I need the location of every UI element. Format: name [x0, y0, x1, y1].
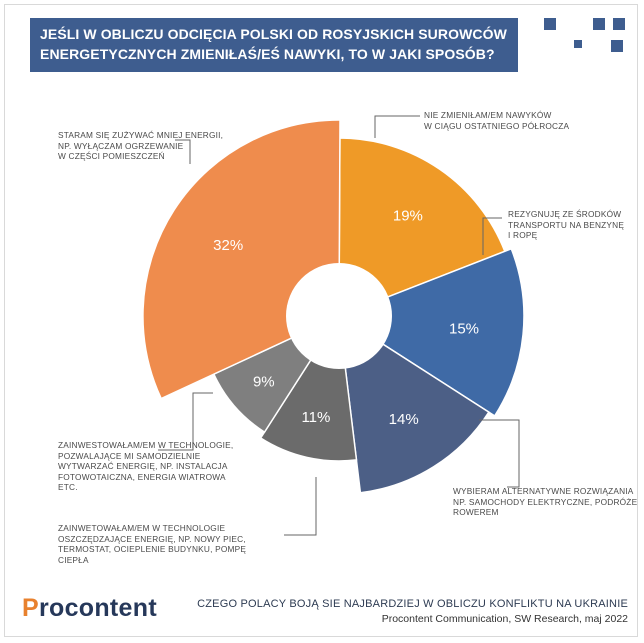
image-frame	[4, 4, 638, 637]
pie-center-hole	[286, 263, 392, 369]
decor-square-5	[611, 40, 623, 52]
decor-square-3	[613, 18, 625, 30]
footer-title: CZEGO POLACY BOJĄ SIE NAJBARDZIEJ W OBLI…	[197, 598, 628, 610]
leader-line-2	[482, 217, 502, 255]
slice-value-label-6: 32%	[213, 237, 243, 254]
slice-value-label-2: 15%	[449, 320, 479, 337]
leader-line-4	[284, 477, 317, 536]
leader-line-5	[158, 392, 213, 451]
decor-square-1	[544, 18, 556, 30]
slice-value-label-4: 11%	[301, 409, 330, 426]
annotation-energy-production-tech: Zainwestowałam/em w technologie, pozwala…	[58, 440, 234, 492]
leader-line-3	[479, 419, 520, 488]
slice-value-label-1: 19%	[393, 208, 423, 225]
leader-line-1	[374, 115, 420, 138]
decor-square-4	[574, 40, 582, 48]
pie-slice-2	[337, 247, 525, 417]
leader-line-6	[175, 139, 191, 164]
chart-title: JEŚLI W OBLICZU ODCIĘCIA POLSKI OD ROSYJ…	[30, 18, 518, 72]
annotation-no-change: Nie zmieniłam/em nawyków w ciągu ostatni…	[424, 110, 570, 131]
annotation-alternative: Wybieram alternatywne rozwiązania np. sa…	[453, 486, 638, 517]
slice-value-label-3: 14%	[389, 411, 419, 428]
annotation-transport: Rezygnuję ze środków transportu na benzy…	[508, 209, 625, 240]
annotation-use-less-energy: Staram się zużywać mniej energii, np. wy…	[58, 130, 224, 161]
decor-square-2	[593, 18, 605, 30]
footer-source: Procontent Communication, SW Research, m…	[381, 613, 628, 625]
pie-slice-1	[338, 137, 506, 318]
slice-value-label-5: 9%	[253, 374, 275, 391]
pie-slice-3	[338, 314, 490, 494]
procontent-logo: Procontent	[22, 594, 157, 622]
annotation-energy-saving-tech: Zainwetowałam/em w technologie oszczędza…	[58, 523, 247, 565]
